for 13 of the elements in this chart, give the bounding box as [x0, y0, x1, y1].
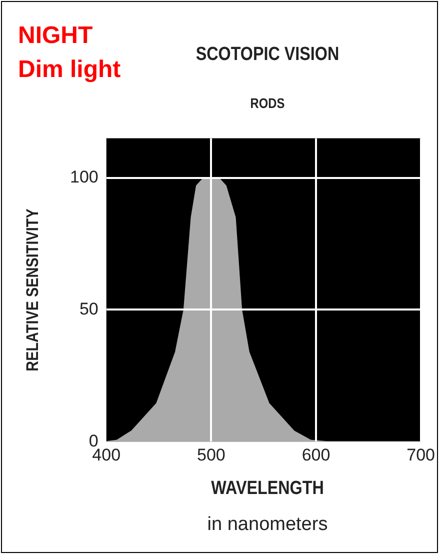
text: NIGHT [18, 22, 93, 50]
x-tick-label: 700 [406, 445, 436, 464]
y-tick-label: 50 [79, 299, 98, 318]
y-axis-title: RELATIVE SENSITIVITY [23, 208, 43, 372]
y-tick-label: 0 [88, 431, 98, 450]
chart-subtitle: RODS [249, 95, 286, 111]
x-axis-title: WAVELENGTH [210, 478, 325, 500]
text: Dim light [18, 56, 121, 84]
chart-title: SCOTOPIC VISION [196, 44, 340, 65]
y-tick-label: 100 [70, 167, 98, 186]
text: in nanometers [206, 514, 329, 536]
x-tick-label: 500 [196, 445, 226, 464]
x-tick-label: 600 [302, 445, 330, 464]
